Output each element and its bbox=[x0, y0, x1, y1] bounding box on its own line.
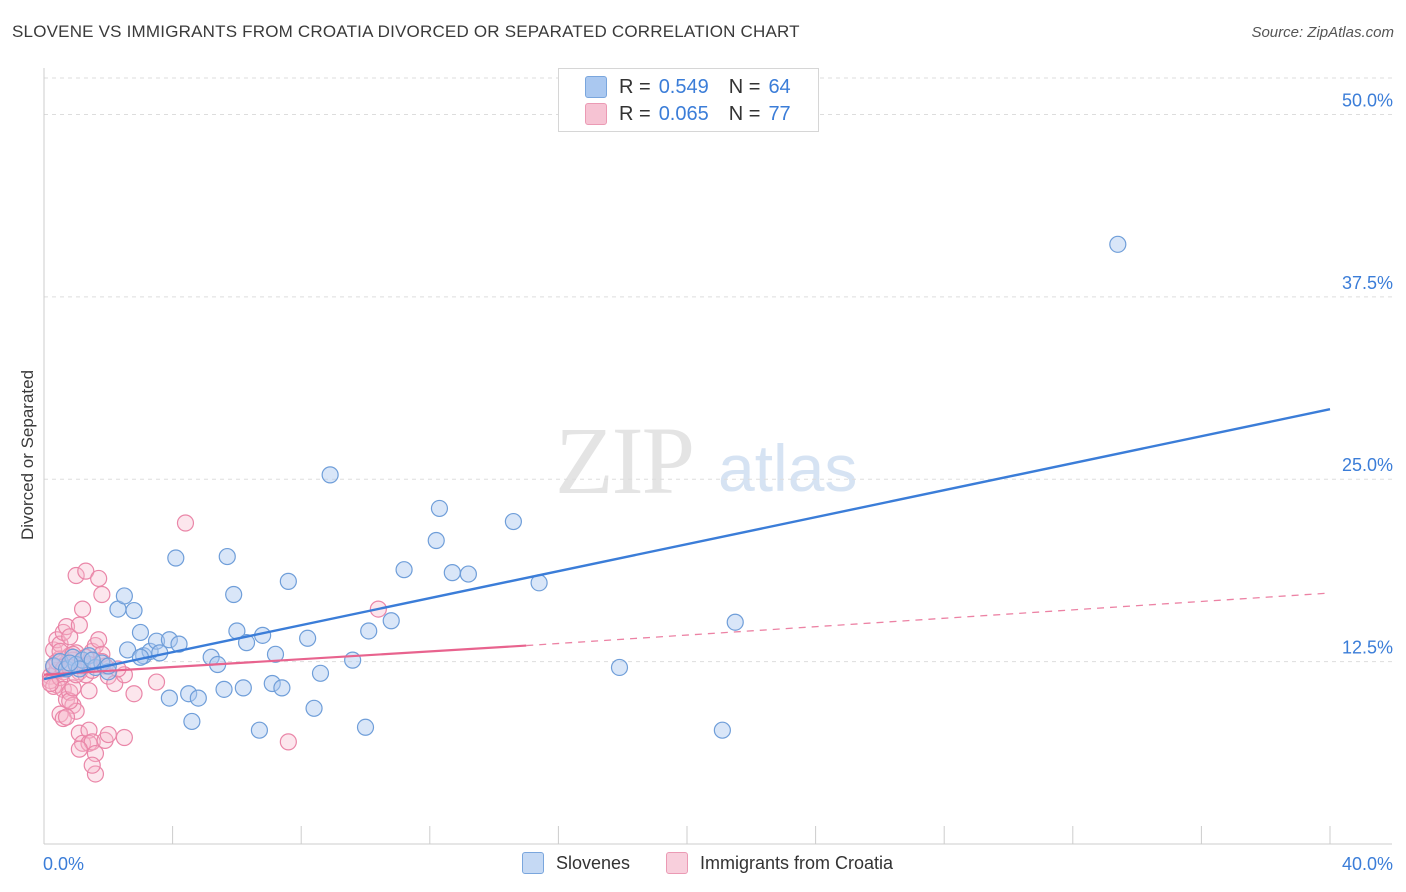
legend-n-value: 77 bbox=[768, 102, 791, 125]
slovene-point bbox=[218, 547, 236, 566]
watermark-atlas: atlas bbox=[718, 431, 858, 505]
slovene-point bbox=[263, 674, 281, 693]
croatia-point bbox=[61, 692, 79, 710]
slovene-point bbox=[344, 651, 362, 669]
series-legend: Slovenes Immigrants from Croatia bbox=[0, 852, 1406, 878]
legend-r-label: R = bbox=[619, 75, 651, 98]
slovene-point bbox=[215, 680, 233, 698]
slovene-point bbox=[273, 679, 291, 697]
slovene-point bbox=[504, 512, 522, 531]
croatia-point bbox=[176, 514, 195, 532]
croatia-point bbox=[93, 585, 111, 604]
legend-r-label: R = bbox=[619, 102, 651, 125]
legend-n-label: N = bbox=[728, 75, 761, 98]
slovene-point bbox=[125, 601, 143, 620]
y-tick-label: 25.0% bbox=[1342, 455, 1393, 475]
slovene-point bbox=[713, 721, 731, 739]
slovene-point bbox=[321, 466, 339, 484]
slovene-point bbox=[395, 561, 413, 579]
slovene-point bbox=[234, 679, 252, 697]
legend-n-value: 64 bbox=[768, 75, 791, 98]
y-tick-label: 12.5% bbox=[1342, 638, 1393, 658]
croatia-trend-extension bbox=[526, 592, 1331, 647]
croatia-point bbox=[70, 616, 88, 634]
legend-label-croatia: Immigrants from Croatia bbox=[700, 852, 894, 873]
legend-row-slovenes: R = 0.549 N = 64 bbox=[585, 76, 791, 98]
slovene-point bbox=[160, 689, 178, 707]
slovene-point bbox=[250, 721, 269, 739]
slovene-point bbox=[360, 622, 378, 640]
slovene-point bbox=[356, 718, 375, 736]
legend-swatch-slovenes bbox=[585, 76, 607, 98]
slovene-point bbox=[430, 499, 449, 518]
legend-swatch-croatia bbox=[666, 852, 688, 874]
croatia-point bbox=[86, 765, 105, 783]
croatia-point bbox=[83, 756, 101, 774]
croatia-point bbox=[90, 569, 108, 588]
slovene-trend-line bbox=[43, 408, 1331, 681]
slovene-point bbox=[610, 658, 629, 677]
slovene-point bbox=[180, 685, 198, 703]
slovene-point bbox=[726, 613, 744, 631]
slovene-point bbox=[115, 587, 133, 605]
slovene-point bbox=[279, 572, 297, 590]
legend-label-slovenes: Slovenes bbox=[556, 852, 631, 873]
slovene-point bbox=[170, 635, 188, 653]
slovene-point bbox=[167, 549, 185, 567]
croatia-point bbox=[99, 725, 117, 744]
slovene-point bbox=[61, 654, 79, 672]
legend-n-label: N = bbox=[728, 102, 761, 125]
slovene-point bbox=[225, 585, 243, 604]
source-credit: Source: ZipAtlas.com bbox=[1251, 24, 1394, 41]
croatia-point bbox=[80, 682, 98, 700]
croatia-point bbox=[90, 631, 108, 649]
x-tick-label: 0.0% bbox=[43, 854, 84, 874]
correlation-legend: R = 0.549 N = 64 R = 0.065 N = 77 bbox=[558, 68, 819, 132]
slovene-point bbox=[118, 641, 137, 659]
y-tick-label: 50.0% bbox=[1342, 90, 1393, 110]
slovene-point bbox=[299, 629, 317, 647]
croatia-point bbox=[147, 673, 166, 691]
croatia-point bbox=[77, 562, 95, 580]
croatia-point bbox=[61, 628, 79, 646]
slovene-point bbox=[311, 664, 330, 682]
legend-r-value: 0.065 bbox=[658, 102, 709, 125]
croatia-point bbox=[115, 728, 133, 747]
chart-title: SLOVENE VS IMMIGRANTS FROM CROATIA DIVOR… bbox=[12, 22, 800, 41]
croatia-point bbox=[57, 708, 76, 726]
croatia-point bbox=[70, 740, 88, 758]
slovene-point bbox=[189, 689, 207, 707]
legend-row-croatia: R = 0.065 N = 77 bbox=[585, 103, 791, 125]
slovene-point bbox=[183, 712, 201, 731]
slovene-point bbox=[266, 645, 285, 663]
legend-swatch-slovenes bbox=[522, 852, 544, 874]
slovene-point bbox=[83, 651, 101, 669]
slovene-point bbox=[459, 565, 477, 583]
croatia-point bbox=[57, 618, 76, 636]
croatia-trend-line bbox=[43, 644, 527, 676]
croatia-point bbox=[279, 733, 297, 751]
legend-swatch-croatia bbox=[585, 103, 607, 125]
slovene-point bbox=[160, 631, 178, 649]
slovene-point bbox=[131, 623, 150, 642]
watermark-zip: ZIP bbox=[555, 407, 695, 514]
legend-item-slovenes: Slovenes bbox=[522, 852, 630, 874]
legend-item-croatia: Immigrants from Croatia bbox=[666, 852, 893, 874]
legend-r-value: 0.549 bbox=[658, 75, 709, 98]
croatia-point bbox=[73, 600, 92, 618]
x-tick-label: 40.0% bbox=[1342, 854, 1393, 874]
slovene-point bbox=[1109, 235, 1127, 253]
slovene-point bbox=[427, 531, 445, 550]
croatia-point bbox=[67, 566, 85, 585]
slovene-point bbox=[443, 564, 461, 582]
slovene-point bbox=[382, 612, 400, 630]
y-tick-label: 37.5% bbox=[1342, 273, 1393, 293]
slovene-point bbox=[305, 699, 323, 717]
croatia-point bbox=[45, 677, 63, 696]
croatia-point bbox=[125, 685, 143, 703]
